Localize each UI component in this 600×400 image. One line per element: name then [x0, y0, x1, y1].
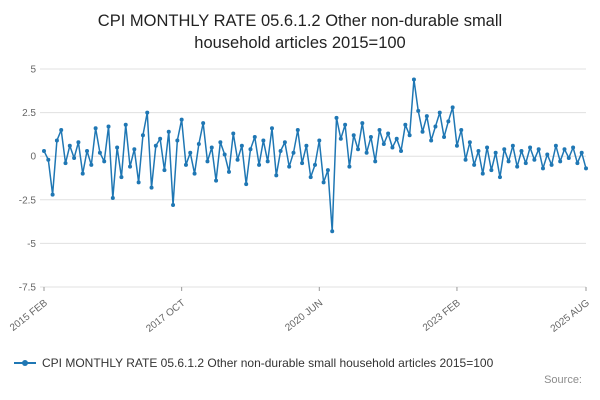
svg-text:2025 AUG: 2025 AUG	[549, 297, 592, 334]
legend-line-marker-icon	[14, 359, 36, 366]
svg-text:2023 FEB: 2023 FEB	[421, 297, 463, 333]
svg-text:5: 5	[30, 64, 36, 75]
svg-text:-2.5: -2.5	[19, 195, 37, 206]
cpi-monthly-rate-chart: 5 2.5 0 -2.5 -5 -7.5 2015 FEB 2017 OCT 2020 JUN 2…	[8, 64, 592, 334]
svg-text:2015 FEB: 2015 FEB	[8, 297, 50, 333]
chart-title: CPI MONTHLY RATE 05.6.1.2 Other non-dura…	[97, 12, 503, 53]
svg-text:-7.5: -7.5	[19, 282, 37, 293]
svg-text:-5: -5	[27, 238, 36, 249]
svg-text:2017 OCT: 2017 OCT	[144, 297, 187, 334]
source-label: Source:	[544, 373, 582, 386]
chart-widget: CPI MONTHLY RATE 05.6.1.2 Other non-dura…	[0, 10, 600, 400]
legend-series-label[interactable]: CPI MONTHLY RATE 05.6.1.2 Other non-dura…	[42, 355, 494, 370]
legend: CPI MONTHLY RATE 05.6.1.2 Other non-dura…	[0, 352, 600, 370]
svg-text:2.5: 2.5	[22, 108, 36, 119]
svg-text:0: 0	[30, 151, 36, 162]
svg-text:2020 JUN: 2020 JUN	[283, 297, 325, 333]
